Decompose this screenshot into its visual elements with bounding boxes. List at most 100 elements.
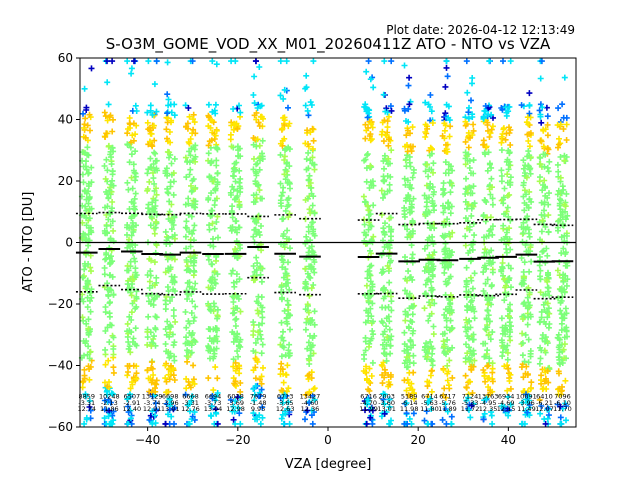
scatter-point — [131, 195, 138, 202]
scatter-point — [153, 242, 160, 249]
scatter-point — [164, 284, 171, 290]
scatter-point — [170, 342, 177, 349]
scatter-point — [560, 245, 567, 252]
scatter-point — [302, 326, 309, 333]
scatter-point — [110, 116, 116, 123]
scatter-point — [279, 343, 286, 350]
scatter-point — [171, 404, 178, 411]
scatter-point — [132, 305, 139, 312]
scatter-point — [285, 352, 292, 359]
scatter-point — [441, 385, 448, 392]
scatter-point — [362, 338, 369, 345]
scatter-point — [308, 375, 315, 382]
scatter-point — [230, 168, 237, 175]
scatter-point — [555, 391, 562, 398]
scatter-point — [86, 111, 93, 118]
scatter-point — [130, 200, 137, 207]
scatter-point — [305, 228, 312, 235]
scatter-point — [501, 343, 507, 350]
scatter-point — [557, 361, 563, 368]
scatter-point — [277, 58, 284, 65]
bin-stat-label: 11.70 — [553, 405, 572, 413]
scatter-point — [464, 333, 471, 340]
scatter-point — [87, 308, 94, 315]
scatter-point — [369, 407, 376, 414]
scatter-point — [213, 410, 220, 417]
scatter-point — [190, 337, 197, 344]
scatter-point — [146, 124, 153, 131]
scatter-point — [527, 170, 534, 177]
bin-stat-label: 12.74 — [77, 405, 96, 413]
scatter-point — [541, 213, 548, 219]
scatter-point — [210, 235, 216, 242]
scatter-point — [144, 341, 151, 348]
scatter-point — [250, 135, 257, 141]
scatter-point — [125, 403, 131, 410]
scatter-point — [183, 245, 190, 252]
x-tick: −40 — [135, 427, 160, 447]
scatter-point — [507, 385, 514, 392]
scatter-point — [148, 389, 155, 396]
scatter-point — [162, 375, 169, 382]
scatter-point — [466, 318, 473, 325]
scatter-point — [277, 395, 284, 402]
scatter-point — [471, 357, 478, 364]
scatter-point — [207, 412, 214, 419]
bin-stat-label: 13129 — [142, 393, 163, 401]
scatter-point — [84, 304, 91, 311]
bin-stat-label: -6.21 — [536, 399, 553, 407]
scatter-point — [125, 409, 132, 416]
scatter-point — [127, 144, 134, 151]
scatter-point — [526, 233, 533, 240]
scatter-point — [82, 115, 89, 122]
scatter-point — [125, 345, 132, 352]
scatter-point — [79, 384, 86, 391]
scatter-point — [170, 286, 177, 293]
scatter-point — [445, 382, 452, 389]
scatter-point — [498, 178, 505, 185]
scatter-point — [149, 111, 156, 118]
scatter-point — [365, 317, 372, 324]
scatter-point — [369, 281, 376, 288]
scatter-point — [402, 287, 409, 294]
bin-stat-label: 7679 — [250, 393, 267, 401]
scatter-point — [106, 300, 113, 307]
scatter-point — [144, 328, 151, 335]
scatter-point — [152, 197, 159, 204]
scatter-point — [563, 282, 570, 289]
scatter-point — [310, 58, 317, 65]
scatter-point — [367, 305, 374, 312]
scatter-point — [362, 135, 369, 142]
scatter-point — [106, 114, 113, 121]
scatter-point — [192, 130, 199, 137]
scatter-point — [147, 107, 154, 114]
scatter-point — [388, 298, 395, 305]
bin-stat-label: -3.31 — [182, 399, 199, 407]
scatter-point — [144, 170, 151, 177]
scatter-point — [152, 219, 159, 225]
scatter-point — [524, 409, 531, 416]
scatter-point — [152, 420, 159, 427]
scatter-point — [488, 126, 495, 133]
scatter-point — [236, 167, 243, 174]
scatter-point — [401, 329, 408, 336]
scatter-point — [498, 268, 505, 275]
scatter-point — [383, 323, 390, 330]
scatter-point — [209, 58, 216, 65]
scatter-point — [104, 383, 111, 390]
scatter-point — [101, 109, 108, 116]
bin-stat-label: -3.60 — [378, 399, 395, 407]
scatter-point — [405, 268, 412, 275]
bin-stat-label: -2.13 — [101, 399, 118, 407]
scatter-point — [304, 315, 311, 322]
y-tick: −20 — [48, 297, 80, 311]
scatter-point — [258, 380, 265, 387]
scatter-point — [188, 182, 194, 189]
scatter-point — [485, 384, 492, 390]
scatter-point — [421, 245, 428, 252]
scatter-point — [518, 255, 525, 261]
scatter-point — [183, 174, 190, 181]
scatter-point — [183, 257, 190, 263]
scatter-point — [386, 318, 393, 325]
scatter-point — [368, 335, 375, 342]
